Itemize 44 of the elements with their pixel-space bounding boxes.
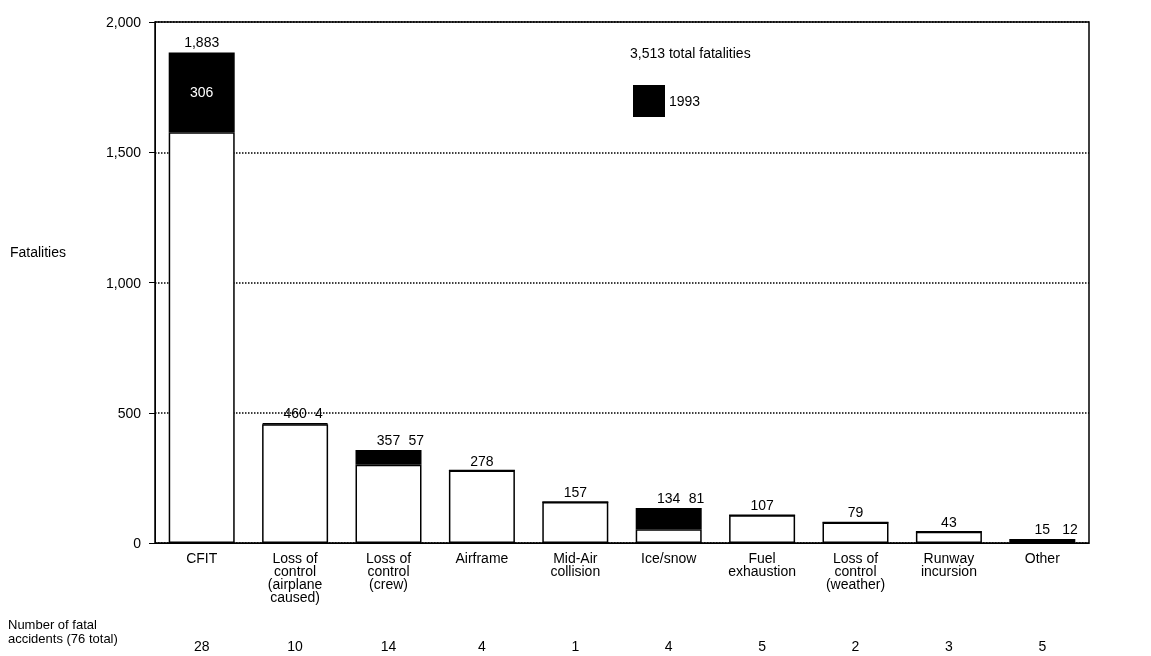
text: Number of fatal accidents (76 total)	[8, 616, 118, 646]
data-label: 81	[688, 490, 705, 507]
total-label: 79	[847, 504, 864, 521]
y-axis-title: Fatalities	[10, 244, 67, 260]
total-label: 43	[941, 513, 957, 530]
text: 28	[193, 638, 210, 654]
total-label: 134	[657, 490, 681, 507]
y-tick-label: 500	[117, 404, 142, 421]
x-tick-label: Airframe	[455, 549, 509, 566]
text: 2	[851, 638, 860, 654]
total-label: 357	[376, 432, 401, 448]
total-label: 15	[1034, 521, 1051, 538]
text: 1	[571, 638, 580, 654]
data-label: 4	[315, 405, 324, 422]
total-label: 157	[563, 484, 588, 501]
x-tick-label: Mid-Air collision	[550, 549, 601, 579]
x-tick-label: Runway incursion	[920, 549, 977, 579]
x-tick-label: CFIT	[186, 549, 218, 566]
x-tick-label: Fuel exhaustion	[728, 549, 796, 579]
y-tick-label: 2,000	[105, 14, 142, 30]
total-label: 460	[283, 405, 307, 422]
x-tick-label: Loss of control (crew)	[365, 549, 412, 592]
y-tick-label: 1,000	[105, 274, 142, 291]
y-tick-label: 0	[133, 535, 142, 551]
text: 5	[1038, 638, 1047, 654]
total-label: 1,883	[184, 34, 220, 51]
x-tick-label: Other	[1024, 549, 1061, 566]
text: 4	[664, 638, 673, 654]
x-tick-label: Loss of control (airplane caused)	[267, 549, 323, 605]
text: 4	[478, 638, 486, 654]
text: 3	[945, 638, 953, 654]
data-label: 306	[190, 84, 214, 101]
total-label: 107	[750, 497, 774, 514]
text: 14	[380, 638, 397, 654]
x-tick-label: Loss of control (weather)	[825, 549, 886, 592]
x-tick-label: Ice/snow	[641, 549, 698, 566]
annotation: 3,513 total fatalities	[630, 45, 751, 61]
text: 10	[287, 638, 304, 654]
text: 5	[758, 638, 767, 654]
legend-label: 1993	[669, 93, 701, 109]
y-tick-label: 1,500	[105, 144, 142, 161]
data-label: 12	[1062, 521, 1079, 538]
data-label: 57	[408, 432, 425, 448]
total-label: 278	[470, 452, 494, 469]
